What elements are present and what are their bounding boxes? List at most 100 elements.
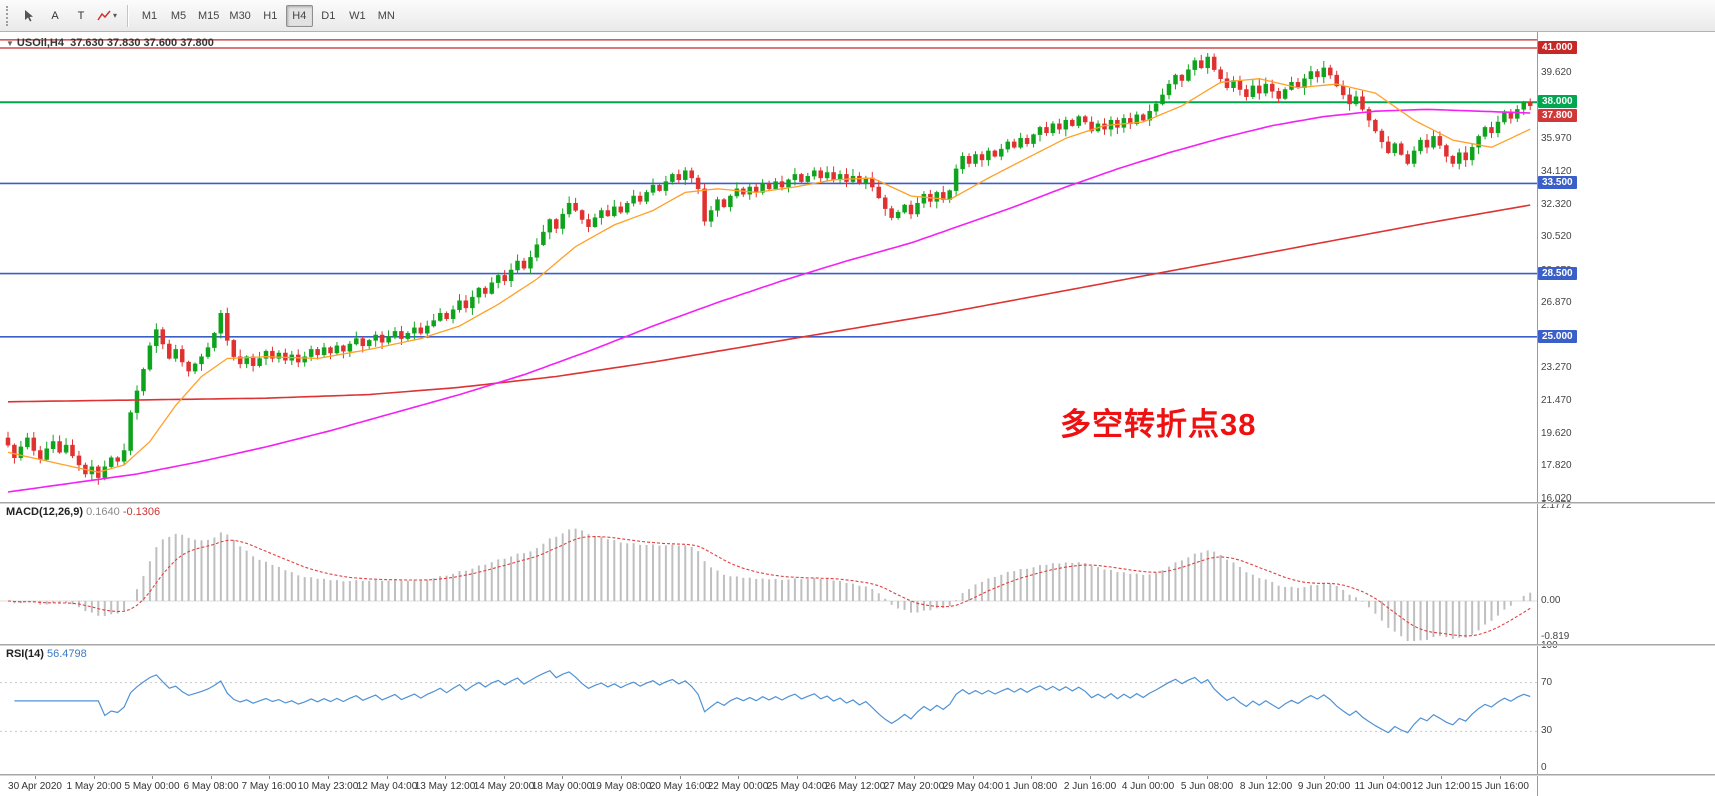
time-axis-label: 8 Jun 12:00 — [1239, 781, 1293, 792]
toolbar-separator — [127, 4, 128, 27]
price-axis-label: 35.970 — [1541, 133, 1572, 144]
text-label-tool-button[interactable]: T — [69, 5, 93, 27]
symbol-marker-icon: ▼ — [6, 39, 14, 48]
price-axis-label: 21.470 — [1541, 395, 1572, 406]
time-axis-tick — [914, 776, 915, 779]
timeframe-button-w1[interactable]: W1 — [344, 5, 371, 27]
time-axis-label: 18 May 00:00 — [531, 781, 593, 792]
time-axis-label: 27 May 20:00 — [883, 781, 945, 792]
rsi-axis-label: 100 — [1541, 640, 1558, 652]
price-axis-separator — [1537, 32, 1538, 796]
time-axis-tick — [1383, 776, 1384, 779]
time-axis-tick — [797, 776, 798, 779]
price-level-badge: 41.000 — [1538, 41, 1577, 54]
timeframe-button-h1[interactable]: H1 — [257, 5, 284, 27]
rsi-axis-label: 0 — [1541, 762, 1547, 773]
macd-main-value: 0.1640 — [86, 506, 120, 518]
time-axis-label: 15 Jun 16:00 — [1471, 781, 1529, 792]
time-axis-tick — [738, 776, 739, 779]
macd-axis-label: 2.1772 — [1541, 500, 1572, 511]
time-axis-label: 19 May 08:00 — [590, 781, 652, 792]
panel-splitter-rsi[interactable] — [0, 644, 1715, 646]
time-axis-label: 13 May 12:00 — [414, 781, 476, 792]
timeframe-button-h4[interactable]: H4 — [285, 4, 313, 27]
time-axis-tick — [1266, 776, 1267, 779]
time-axis-tick — [973, 776, 974, 779]
time-axis-tick — [621, 776, 622, 779]
time-axis-tick — [328, 776, 329, 779]
time-axis-tick — [152, 776, 153, 779]
price-axis-label: 39.620 — [1541, 67, 1572, 78]
time-axis-label: 4 Jun 00:00 — [1121, 781, 1175, 792]
time-axis-label: 11 Jun 04:00 — [1354, 781, 1412, 792]
timeframe-button-mn[interactable]: MN — [373, 5, 400, 27]
time-axis-tick — [504, 776, 505, 779]
panel-splitter-timeaxis — [0, 774, 1715, 776]
time-axis-tick — [269, 776, 270, 779]
macd-axis-label: -0.819 — [1541, 631, 1570, 642]
zigzag-icon — [97, 10, 111, 20]
time-axis-label: 5 May 00:00 — [124, 781, 180, 792]
macd-axis-label: 0.00 — [1541, 595, 1561, 606]
panel-splitter-macd[interactable] — [0, 502, 1715, 504]
time-axis-label: 6 May 08:00 — [183, 781, 239, 792]
macd-chart-canvas[interactable] — [0, 503, 1537, 644]
timeframe-group: M1 M5 M15 M30 H1 H4 D1 W1 MN — [135, 4, 401, 27]
price-level-badge: 28.500 — [1538, 267, 1577, 280]
time-axis-label: 26 May 12:00 — [824, 781, 886, 792]
cursor-tool-button[interactable] — [17, 5, 41, 27]
current-price-badge: 37.800 — [1538, 109, 1577, 122]
time-axis-label: 2 Jun 16:00 — [1063, 781, 1117, 792]
price-axis-label: 30.520 — [1541, 231, 1572, 242]
timeframe-button-m5[interactable]: M5 — [165, 5, 192, 27]
macd-name: MACD(12,26,9) — [6, 506, 84, 518]
price-axis-label: 34.120 — [1541, 166, 1572, 177]
timeframe-button-m1[interactable]: M1 — [136, 5, 163, 27]
time-axis[interactable]: 30 Apr 2020 1 May 20:00 5 May 00:00 6 May 0… — [0, 776, 1537, 796]
time-axis-label: 10 May 23:00 — [297, 781, 359, 792]
time-axis-label: 22 May 00:00 — [707, 781, 769, 792]
symbol-ohlc-header: ▼ USOil,H4 37.630 37.830 37.600 37.800 — [6, 37, 214, 49]
time-axis-label: 5 Jun 08:00 — [1180, 781, 1234, 792]
rsi-name: RSI(14) — [6, 648, 44, 660]
price-axis-label: 23.270 — [1541, 362, 1572, 373]
time-axis-label: 9 Jun 20:00 — [1297, 781, 1351, 792]
line-studies-dropdown[interactable]: ▾ — [95, 5, 119, 27]
chevron-down-icon: ▾ — [112, 11, 117, 20]
macd-indicator-label: MACD(12,26,9) 0.1640 -0.1306 — [6, 506, 160, 518]
time-axis-tick — [1324, 776, 1325, 779]
chart-annotation-text: 多空转折点38 — [1060, 407, 1257, 442]
price-axis-label: 17.820 — [1541, 460, 1572, 471]
rsi-chart-canvas[interactable] — [0, 645, 1537, 774]
toolbar-grip[interactable] — [6, 5, 10, 26]
price-level-badge: 38.000 — [1538, 95, 1577, 108]
time-axis-label: 1 Jun 08:00 — [1004, 781, 1058, 792]
time-axis-label: 12 May 04:00 — [356, 781, 418, 792]
time-axis-tick — [1500, 776, 1501, 779]
time-axis-label: 20 May 16:00 — [649, 781, 711, 792]
time-axis-tick — [1441, 776, 1442, 779]
time-axis-label: 7 May 16:00 — [241, 781, 297, 792]
time-axis-label: 1 May 20:00 — [66, 781, 122, 792]
text-tool-button[interactable]: A — [43, 5, 67, 27]
text-tool-a-label: A — [51, 9, 59, 22]
symbol-name: USOil,H4 — [16, 37, 64, 49]
time-axis-tick — [562, 776, 563, 779]
price-level-badge: 33.500 — [1538, 176, 1577, 189]
time-axis-tick — [445, 776, 446, 779]
rsi-axis-label: 30 — [1541, 725, 1553, 736]
timeframe-button-m15[interactable]: M15 — [194, 5, 223, 27]
time-axis-tick — [1090, 776, 1091, 779]
timeframe-button-m30[interactable]: M30 — [225, 5, 254, 27]
text-tool-t-label: T — [77, 9, 85, 22]
time-axis-tick — [1148, 776, 1149, 779]
price-chart-canvas[interactable] — [0, 32, 1537, 502]
timeframe-button-d1[interactable]: D1 — [315, 5, 342, 27]
price-axis-label: 19.620 — [1541, 428, 1572, 439]
time-axis-label: 14 May 20:00 — [473, 781, 535, 792]
ohlc-values: 37.630 37.830 37.600 37.800 — [70, 37, 214, 49]
time-axis-tick — [1207, 776, 1208, 779]
time-axis-tick — [855, 776, 856, 779]
rsi-indicator-label: RSI(14) 56.4798 — [6, 648, 87, 660]
